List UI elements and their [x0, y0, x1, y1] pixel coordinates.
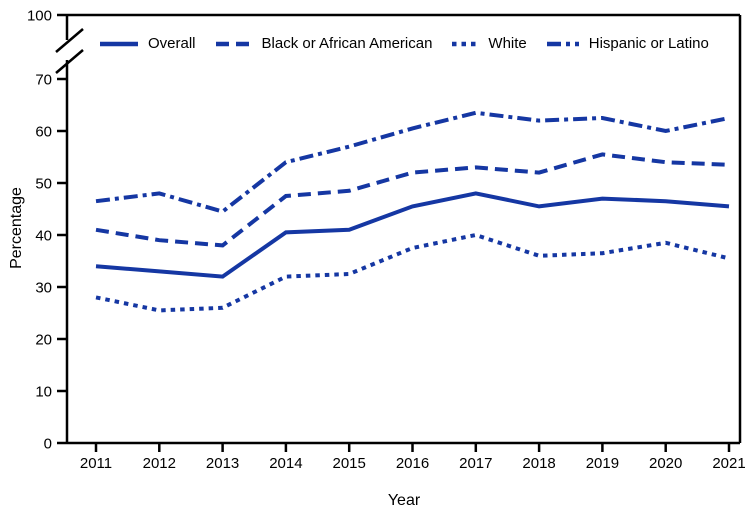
legend-item-label: Overall [148, 35, 196, 52]
x-tick-label: 2019 [586, 455, 619, 472]
axis-break-slash-icon [55, 49, 84, 74]
y-tick-label: 10 [35, 384, 52, 401]
legend-item-hispanic-or-latino: Hispanic or Latino [546, 35, 709, 52]
y-tick-label: 60 [35, 124, 52, 141]
series-line-hispanic-or-latino [95, 110, 730, 214]
y-tick-label: 30 [35, 280, 52, 297]
series-line-white [95, 232, 730, 313]
legend: Overall Black or African American White His… [100, 35, 709, 52]
legend-sample-solid-icon [100, 41, 138, 46]
legend-item-black-or-african-american: Black or African American [215, 35, 433, 52]
y-tick-label: 50 [35, 176, 52, 193]
legend-item-label: White [488, 35, 527, 52]
legend-item-label: Black or African American [261, 35, 433, 52]
x-tick-label: 2021 [712, 455, 745, 472]
legend-item-label: Hispanic or Latino [588, 35, 709, 52]
series-line-overall [95, 191, 730, 279]
legend-item-white: White [452, 35, 527, 52]
legend-sample-dotted-icon [452, 41, 479, 46]
x-tick-label: 2015 [333, 455, 366, 472]
axis-break-slash-icon [55, 28, 84, 53]
x-tick-label: 2013 [206, 455, 239, 472]
x-axis-title: Year [387, 492, 421, 509]
x-tick-label: 2017 [459, 455, 492, 472]
series-line-black-or-african-american [95, 152, 730, 248]
y-tick-label: 0 [44, 436, 52, 453]
legend-item-overall: Overall [100, 35, 196, 52]
x-tick-label: 2014 [269, 455, 302, 472]
legend-sample-dashed-icon [215, 41, 252, 46]
x-tick-label: 2011 [80, 455, 112, 472]
y-axis-title: Percentage [8, 187, 25, 269]
y-tick-label: 20 [35, 332, 52, 349]
x-tick-label: 2012 [143, 455, 176, 472]
x-tick-label: 2020 [649, 455, 682, 472]
y-tick-label: 70 [35, 72, 52, 89]
x-tick-label: 2018 [522, 455, 555, 472]
x-tick-label: 2016 [396, 455, 429, 472]
legend-sample-dashdot-icon [546, 41, 579, 46]
y-tick-label: 100 [27, 8, 52, 25]
y-tick-label: 40 [35, 228, 52, 245]
